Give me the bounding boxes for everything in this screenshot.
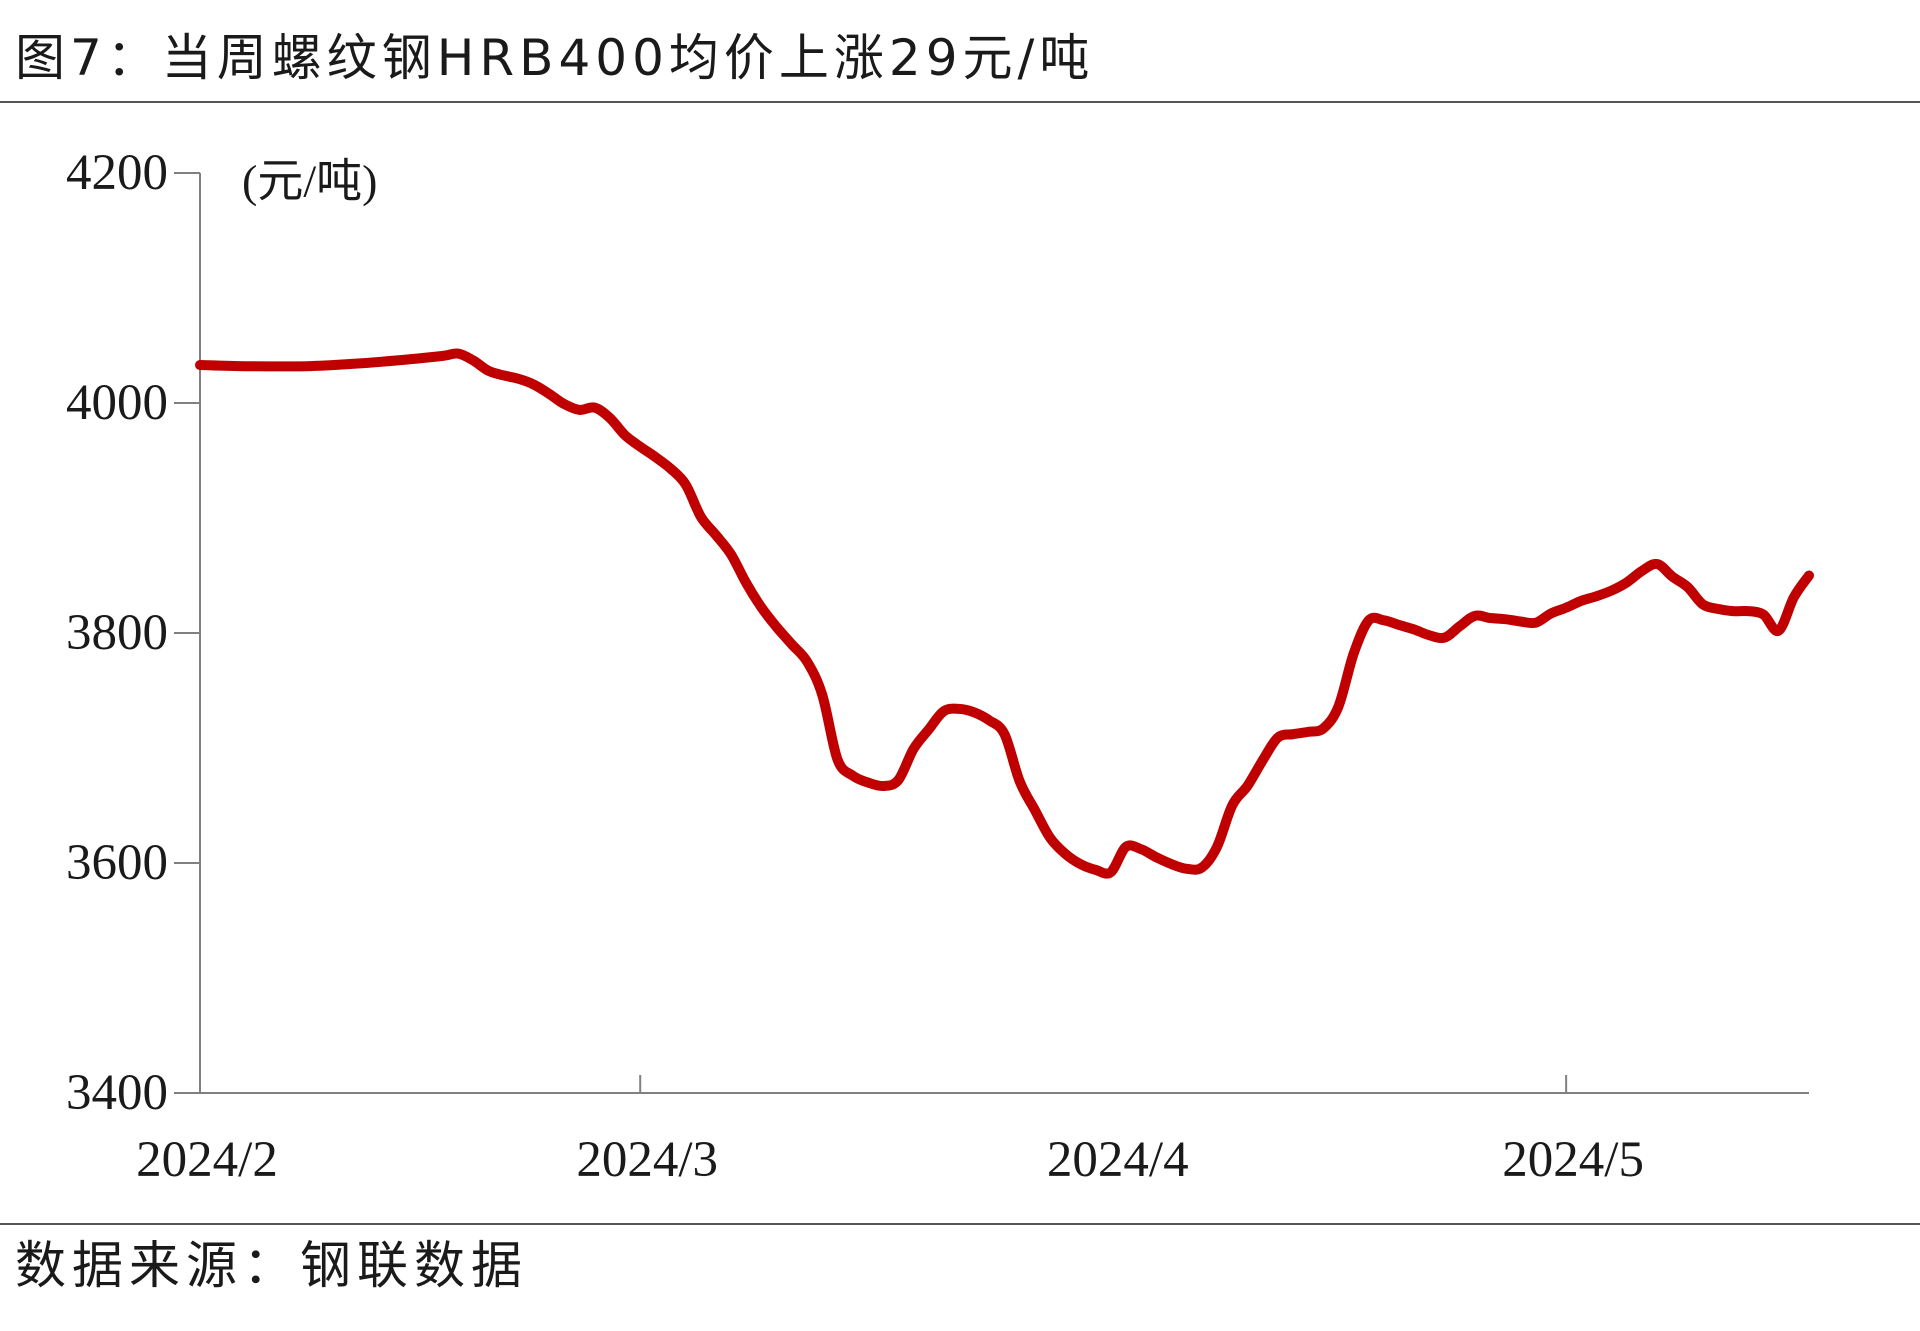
chart-title: 图7：当周螺纹钢HRB400均价上涨29元/吨: [15, 29, 1095, 87]
y-tick-label: 4000: [66, 375, 168, 431]
y-tick-label: 3600: [66, 835, 168, 891]
y-tick-label: 3800: [66, 605, 168, 661]
x-axis: 2024/2 2024/3 2024/4 2024/5: [136, 1075, 1809, 1188]
y-tick-marks: [174, 172, 200, 1094]
x-tick-marks: [639, 1075, 1568, 1093]
x-tick-label: 2024/4: [1047, 1132, 1189, 1188]
y-axis: 3400 3600 3800 4000 4200: [66, 145, 201, 1121]
x-tick-label: 2024/5: [1502, 1132, 1644, 1188]
series-line: [195, 348, 1814, 879]
x-tick-label: 2024/2: [136, 1132, 278, 1188]
y-tick-label: 3400: [66, 1065, 168, 1121]
bottom-divider: [0, 1223, 1920, 1225]
y-tick-label: 4200: [66, 145, 168, 201]
source-note: 数据来源：钢联数据: [15, 1237, 529, 1296]
y-axis-unit-label: (元/吨): [242, 156, 377, 207]
top-divider: [0, 101, 1920, 103]
x-tick-label: 2024/3: [576, 1132, 718, 1188]
